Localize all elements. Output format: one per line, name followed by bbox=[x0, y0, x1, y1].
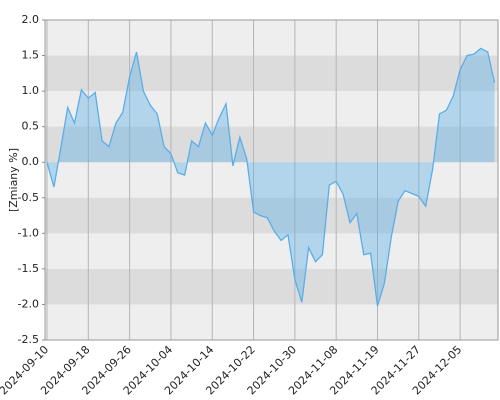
line bbox=[46, 47, 496, 307]
y-tick-label: 0.5 bbox=[22, 120, 40, 133]
y-tick-label: -1.5 bbox=[18, 262, 39, 275]
y-tick-label: 1.5 bbox=[22, 49, 40, 62]
band bbox=[45, 55, 498, 92]
y-tick-label: -0.5 bbox=[18, 191, 39, 204]
plot-frame bbox=[44, 19, 499, 341]
y-tick-label: 1.0 bbox=[22, 84, 40, 97]
area bbox=[47, 48, 495, 306]
y-tick-label: -2.0 bbox=[18, 297, 39, 310]
band bbox=[45, 268, 498, 305]
band bbox=[45, 126, 498, 163]
band bbox=[45, 197, 498, 234]
y-tick-label: -2.5 bbox=[18, 333, 39, 346]
y-tick-label: -1.0 bbox=[18, 226, 39, 239]
y-tick-label: 0.0 bbox=[22, 155, 40, 168]
y-tick-label: 2.0 bbox=[22, 13, 40, 26]
y-axis-label: [Zmiany %] bbox=[7, 148, 20, 212]
